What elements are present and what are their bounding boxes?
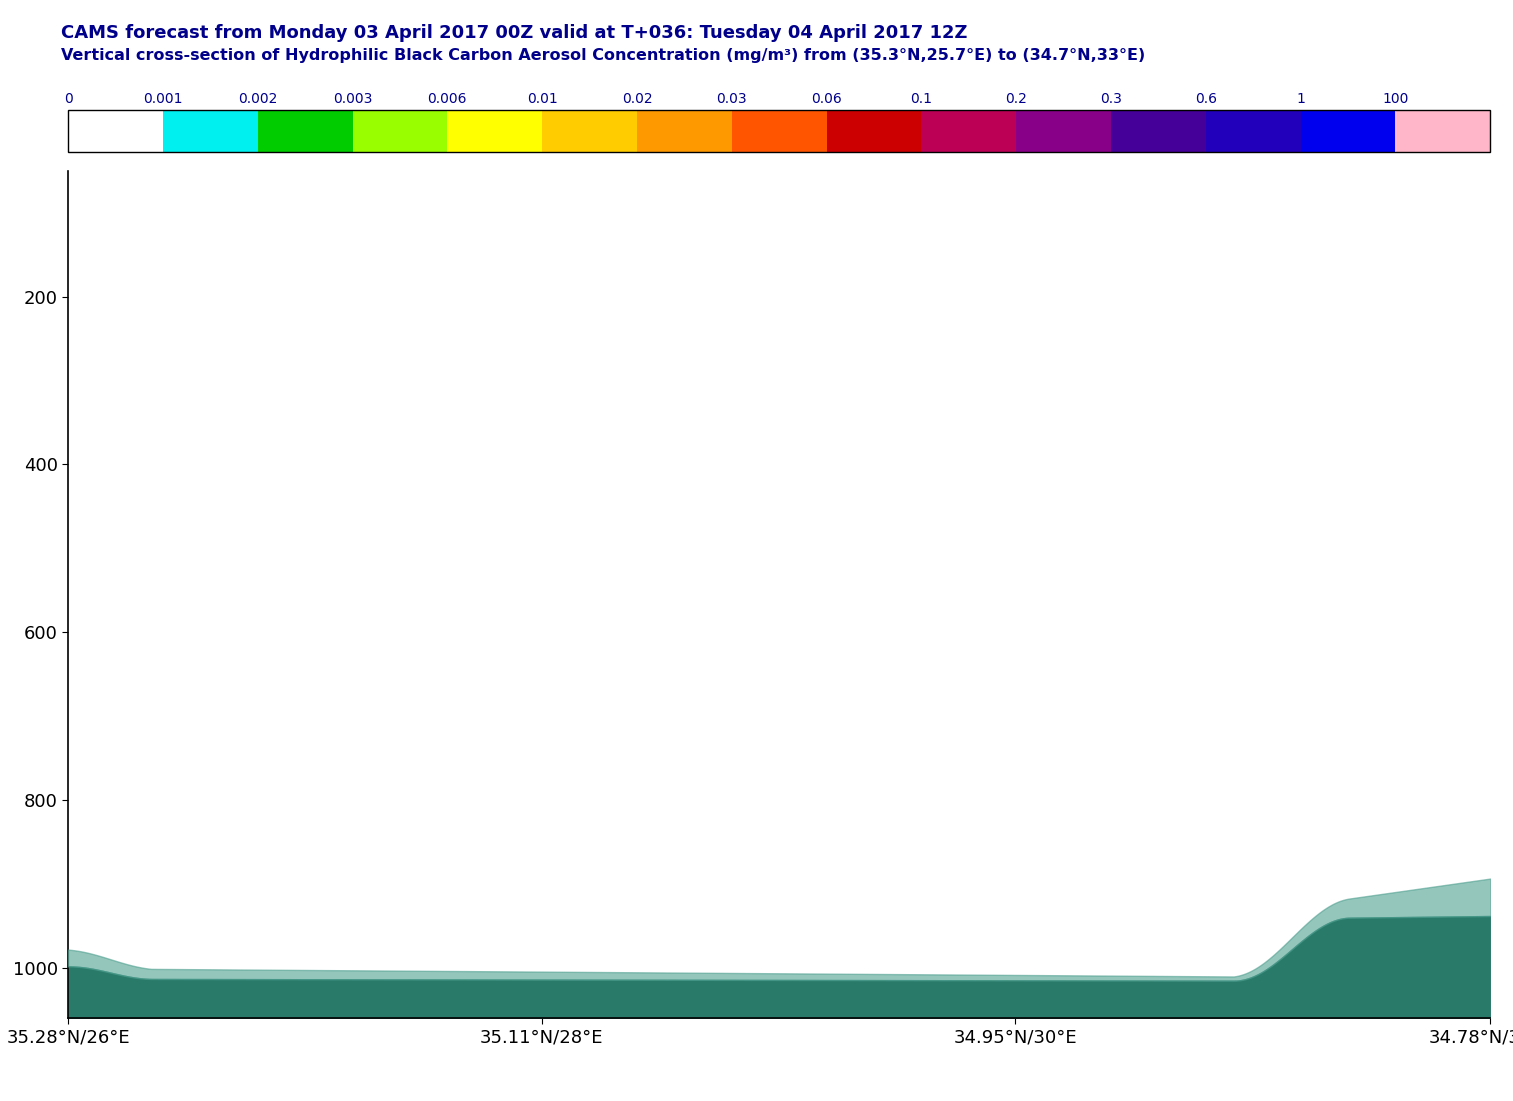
Text: Vertical cross-section of Hydrophilic Black Carbon Aerosol Concentration (mg/m³): Vertical cross-section of Hydrophilic Bl…	[61, 48, 1145, 64]
Text: 100: 100	[1383, 91, 1409, 106]
Text: 1: 1	[1297, 91, 1306, 106]
Text: 0.006: 0.006	[428, 91, 468, 106]
Text: 0.001: 0.001	[144, 91, 183, 106]
Text: 0: 0	[64, 91, 73, 106]
Text: 0.06: 0.06	[811, 91, 841, 106]
Text: 0.003: 0.003	[333, 91, 372, 106]
Text: 0.2: 0.2	[1005, 91, 1027, 106]
Text: 0.01: 0.01	[527, 91, 557, 106]
Text: 0.03: 0.03	[717, 91, 747, 106]
Text: 0.6: 0.6	[1195, 91, 1216, 106]
Text: 0.1: 0.1	[911, 91, 932, 106]
Text: 0.3: 0.3	[1100, 91, 1123, 106]
Text: 0.002: 0.002	[238, 91, 277, 106]
Text: CAMS forecast from Monday 03 April 2017 00Z valid at T+036: Tuesday 04 April 201: CAMS forecast from Monday 03 April 2017 …	[61, 24, 967, 42]
Text: 0.02: 0.02	[622, 91, 652, 106]
